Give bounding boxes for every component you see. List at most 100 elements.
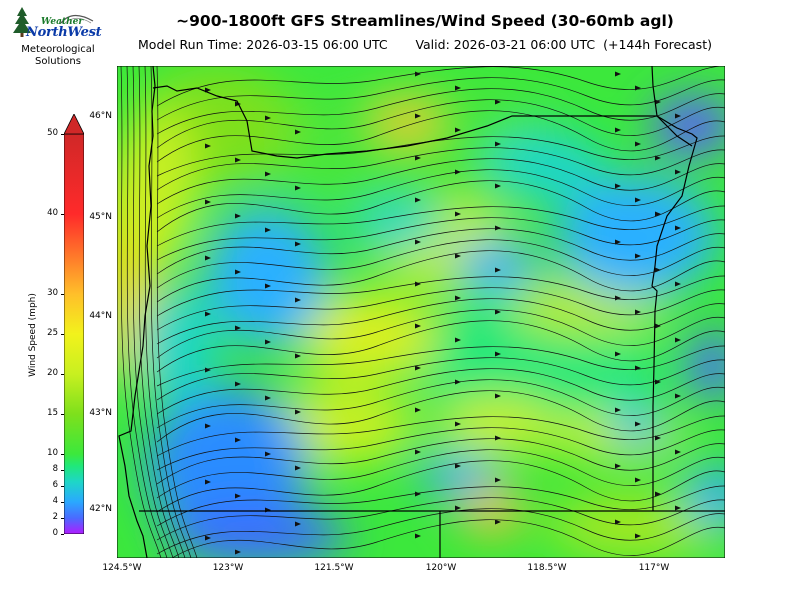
streamline-arrow [675,449,681,455]
streamline-arrow [615,295,621,301]
streamline-arrow [675,281,681,287]
streamline [156,205,725,247]
streamline-arrow [495,393,501,399]
streamline-arrow [295,297,301,303]
streamline-arrow [655,155,661,161]
streamline-arrow [265,395,271,401]
streamline-arrow [205,367,211,373]
streamline-arrow [495,267,501,273]
streamline [156,460,725,513]
streamline [156,298,725,345]
colorbar-tick-label: 50 [47,128,58,138]
streamline [156,438,725,485]
colorbar-tick-label: 20 [47,368,58,378]
streamline-arrow [615,127,621,133]
colorbar-tick-label: 15 [47,408,58,418]
streamline-arrow [415,491,421,497]
coastline [118,66,156,558]
colorbar-tick-label: 40 [47,208,58,218]
streamlines [120,66,725,558]
streamline [156,415,725,457]
streamline-arrow [205,255,211,261]
streamline-arrow [205,535,211,541]
streamline-arrow [455,295,461,301]
streamline-arrow [655,379,661,385]
streamline-arrow [675,505,681,511]
streamline-arrow [495,183,501,189]
streamline [156,66,725,107]
streamline-arrow [635,477,641,483]
streamline-arrow [415,155,421,161]
streamline-arrow [235,381,241,387]
streamline-arrow [235,157,241,163]
colorbar-tick-label: 0 [52,528,58,538]
streamline-arrow [655,211,661,217]
streamline-arrow [455,505,461,511]
streamline-arrow [235,325,241,331]
streamline-arrow [235,213,241,219]
streamline-arrow [495,477,501,483]
streamline-arrow [495,435,501,441]
colorbar-tick-label: 2 [52,512,58,522]
streamline-arrow [265,283,271,289]
streamline-arrow [495,141,501,147]
streamline [156,88,725,135]
streamline-arrow [675,169,681,175]
streamline [156,158,725,205]
streamline [171,519,725,558]
colorbar-tick-label: 25 [47,328,58,338]
streamline-arrow [675,337,681,343]
streamline-arrow [265,451,271,457]
streamline-arrow [415,281,421,287]
colorbar-tick-label: 8 [52,464,58,474]
longitude-label: 120°W [425,563,457,573]
streamline-arrow [455,253,461,259]
streamline-arrow [455,127,461,133]
streamline [156,390,725,443]
streamline-arrow [265,171,271,177]
colorbar-tick-label: 4 [52,496,58,506]
streamline-arrow [415,239,421,245]
streamline [138,66,180,558]
colorbar-tick-mark [61,214,64,215]
streamline [156,239,725,289]
logo-swoosh [60,14,94,25]
streamline [120,66,162,558]
streamline [156,77,725,121]
streamline-arrow [675,225,681,231]
streamline-arrow [655,267,661,273]
colorbar-tick-mark [61,454,64,455]
colorbar-tick-mark [61,470,64,471]
logo-northwest-text: NorthWest [26,25,102,40]
streamline-arrow [295,129,301,135]
streamline [156,147,725,191]
streamline-arrow [265,339,271,345]
streamline [156,357,725,401]
streamline [156,135,725,177]
streamline-arrow [455,337,461,343]
streamline-arrow [205,423,211,429]
streamline-arrow [615,239,621,245]
colorbar-tick-label: 10 [47,448,58,458]
streamline-arrow [495,309,501,315]
boundaries [118,66,725,558]
streamline-arrow [635,533,641,539]
streamline [156,497,725,541]
latitude-label: 46°N [89,111,112,121]
streamline-arrow [415,197,421,203]
streamline-arrow [415,449,421,455]
colorbar-tick-mark [61,414,64,415]
streamline [156,508,725,555]
streamline-arrow [205,479,211,485]
streamline-arrow [415,323,421,329]
longitude-label: 124.5°W [102,563,142,573]
longitude-label: 121.5°W [314,563,354,573]
colorbar-tick-label: 6 [52,480,58,490]
streamline-arrow [455,421,461,427]
streamline-arrow [615,407,621,413]
streamline-arrow [415,113,421,119]
colorbar-tick-mark [61,518,64,519]
colorbar-tick-mark [61,486,64,487]
streamline-arrow [655,323,661,329]
colorbar-tick-mark [61,294,64,295]
